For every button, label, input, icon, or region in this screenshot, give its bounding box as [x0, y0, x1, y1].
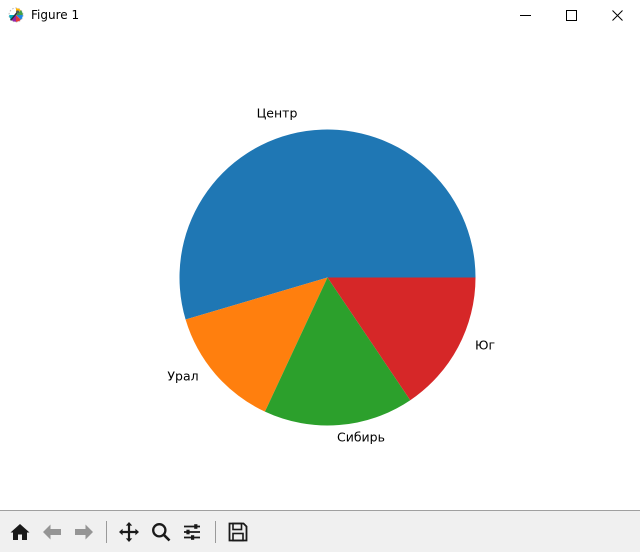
- pie-slices: [179, 129, 476, 426]
- pie-slice-label: Центр: [257, 106, 298, 121]
- back-button[interactable]: [37, 517, 67, 547]
- toolbar-separator: [0, 510, 640, 511]
- toolbar-divider-1: [106, 520, 107, 543]
- pie-slice-label: Сибирь: [337, 430, 385, 445]
- pie-slice-label: Урал: [167, 369, 198, 384]
- zoom-button[interactable]: [146, 517, 176, 547]
- close-button[interactable]: [594, 0, 640, 30]
- matplotlib-icon: [8, 7, 24, 23]
- close-icon: [611, 9, 623, 21]
- figure-canvas[interactable]: Центр Урал Сибирь Юг: [0, 30, 640, 510]
- title-bar: Figure 1: [0, 0, 640, 30]
- maximize-button[interactable]: [548, 0, 594, 30]
- pie-labels: Центр Урал Сибирь Юг: [167, 106, 495, 445]
- arrow-right-icon: [75, 524, 93, 539]
- pan-button[interactable]: [114, 517, 144, 547]
- window-controls: [502, 0, 640, 30]
- minimize-button[interactable]: [502, 0, 548, 30]
- pie-slice: [327, 277, 476, 401]
- configure-subplots-button[interactable]: [178, 517, 208, 547]
- home-button[interactable]: [5, 517, 35, 547]
- move-icon: [119, 521, 139, 542]
- forward-button[interactable]: [69, 517, 99, 547]
- arrow-left-icon: [43, 524, 61, 539]
- minimize-icon: [519, 14, 531, 16]
- window-title: Figure 1: [31, 8, 80, 22]
- navigation-toolbar: [0, 511, 640, 552]
- pie-slice: [264, 277, 411, 426]
- pie-slice-label: Юг: [475, 338, 495, 353]
- pie-slice: [185, 277, 328, 412]
- floppy-disk-icon: [228, 522, 248, 541]
- sliders-icon: [184, 523, 200, 540]
- toolbar-divider-2: [215, 520, 216, 543]
- maximize-icon: [565, 9, 577, 21]
- title-bar-left: Figure 1: [0, 7, 79, 23]
- pie-slice: [179, 129, 476, 320]
- save-button[interactable]: [223, 517, 253, 547]
- magnifier-icon: [152, 522, 171, 541]
- pie-chart: Центр Урал Сибирь Юг: [167, 106, 495, 445]
- home-icon: [10, 523, 30, 540]
